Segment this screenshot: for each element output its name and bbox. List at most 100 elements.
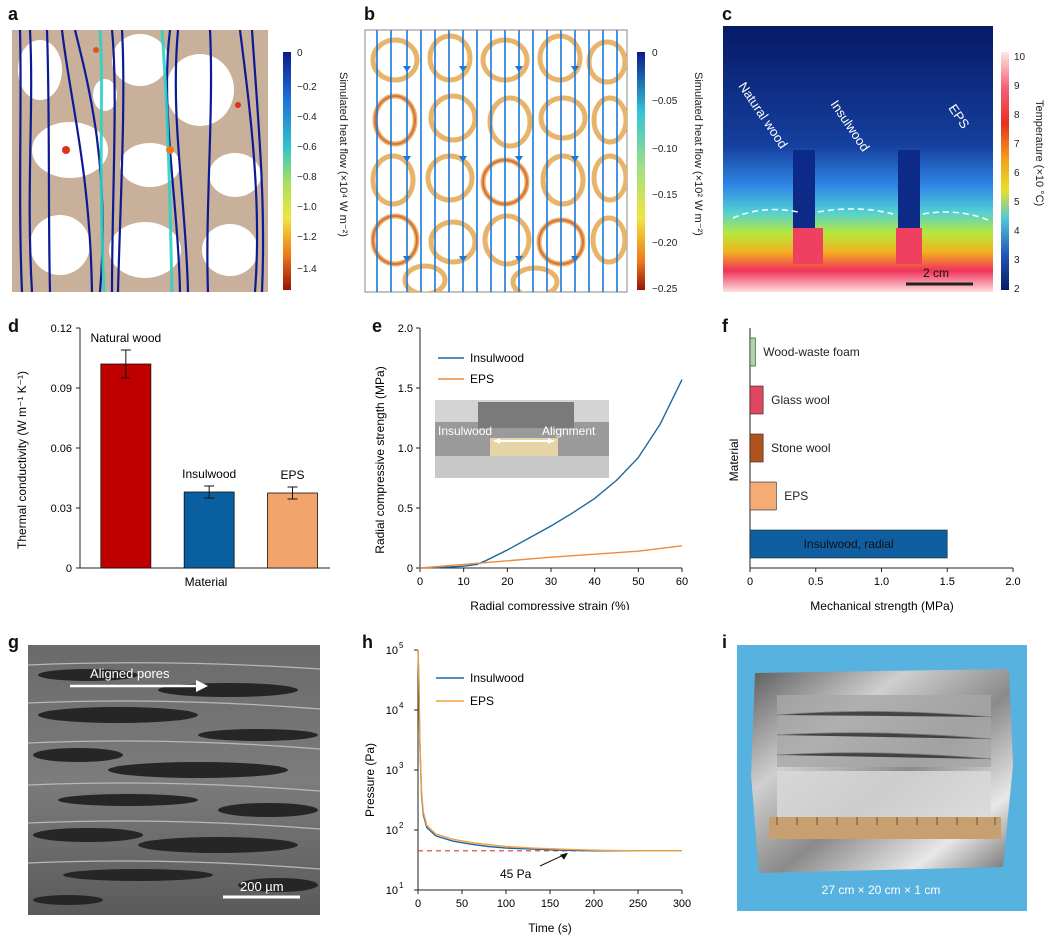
panel-a-red-spots [62, 47, 241, 154]
panel-a-colorbar [283, 52, 291, 290]
panel-d-bar-0 [100, 363, 152, 569]
svg-text:−0.05: −0.05 [652, 96, 678, 107]
panel-h-y-tick-label: 10 [386, 765, 398, 777]
panel-f-bar-4 [749, 529, 948, 559]
svg-text:−0.6: −0.6 [297, 142, 317, 153]
panel-f-horizontal-bar-chart: Material Mechanical strength (MPa) 0 0.5 1… [727, 328, 1021, 613]
panel-h-annotation-arrowhead [560, 852, 568, 860]
panel-f-bar-3 [749, 481, 777, 511]
panel-g-sem-image: Aligned pores 200 µm [28, 645, 320, 915]
panel-c-hot-right [896, 228, 922, 264]
panel-i-wrinkles [776, 711, 992, 760]
panel-e-inset-label-alignment: Alignment [542, 424, 596, 438]
panel-e-x-tick-label: 20 [501, 576, 513, 588]
panel-b-heat-flow-map: 0 −0.05 −0.10 −0.15 −0.20 −0.25 Simulate… [364, 29, 704, 295]
panel-e-legend-label: Insulwood [470, 351, 524, 365]
panel-e-x-tick-label: 40 [589, 576, 601, 588]
panel-a-colorbar-label: Simulated heat flow (×10⁴ W m⁻²) [337, 72, 349, 237]
panel-f-bar-2 [749, 433, 764, 463]
panel-label-e: e [372, 316, 383, 336]
panel-e-y-tick-label: 2.0 [398, 323, 413, 335]
panel-d-y-tick-label: 0.12 [51, 323, 72, 335]
panel-c-scale-label: 2 cm [923, 266, 949, 280]
panel-g-arrow-head [196, 680, 208, 692]
panel-f-bar-0 [749, 337, 756, 367]
panel-label-f: f [722, 316, 728, 336]
panel-h-legend-label: Insulwood [470, 671, 524, 685]
svg-text:0: 0 [652, 48, 658, 59]
svg-text:7: 7 [1014, 139, 1020, 150]
panel-label-i: i [722, 632, 728, 652]
panel-e-x-tick-label: 50 [632, 576, 644, 588]
panel-label-d: d [8, 316, 19, 336]
svg-text:9: 9 [1014, 81, 1020, 92]
panel-f-x-axis-label: Mechanical strength (MPa) [810, 599, 953, 613]
panel-d-y-axis-label: Thermal conductivity (W m⁻¹ K⁻¹) [15, 371, 29, 549]
panel-h-y-tick-label: 10 [386, 645, 398, 657]
panel-h-x-tick-label: 100 [497, 898, 515, 910]
svg-text:−1.4: −1.4 [297, 264, 317, 275]
panel-d-data-label: Insulwood [182, 467, 236, 481]
panel-h-y-tick-exponent: 1 [399, 881, 404, 890]
panel-b-colorbar-ticks: 0 −0.05 −0.10 −0.15 −0.20 −0.25 [652, 48, 678, 295]
panel-h-y-tick-label: 10 [386, 705, 398, 717]
panel-e-inset-photo: Insulwood Alignment [435, 400, 609, 478]
panel-g-scale-label: 200 µm [240, 879, 284, 894]
panel-h-x-tick-label: 50 [456, 898, 468, 910]
panel-b-colorbar-label: Simulated heat flow (×10² W m⁻²) [692, 72, 704, 236]
panel-g-cell-walls [28, 662, 320, 870]
panel-e-legend-label: EPS [470, 372, 494, 386]
panel-h-legend-label: EPS [470, 694, 494, 708]
panel-e-x-tick-label: 0 [417, 576, 423, 588]
panel-d-y-tick-label: 0.03 [51, 503, 72, 515]
panel-h-x-axis-label: Time (s) [528, 921, 572, 935]
panel-d-bar-chart: Thermal conductivity (W m⁻¹ K⁻¹) Materia… [15, 323, 330, 589]
panel-b-colorbar [637, 52, 645, 290]
panel-h-x-tick-label: 0 [415, 898, 421, 910]
panel-f-bar-label: Wood-waste foam [763, 345, 860, 359]
panel-h-y-tick-exponent: 5 [399, 641, 404, 650]
panel-e-x-tick-label: 60 [676, 576, 688, 588]
panel-f-bar-label: Stone wool [771, 441, 830, 455]
panel-i-ruler-ticks [776, 817, 996, 825]
svg-text:−0.15: −0.15 [652, 190, 678, 201]
panel-h-series-insulwood [417, 649, 682, 852]
panel-label-b: b [364, 4, 375, 24]
panel-a-pores [18, 34, 261, 278]
panel-label-a: a [8, 4, 19, 24]
panel-i-middle-board [777, 771, 991, 819]
panel-d-y-tick-label: 0 [66, 563, 72, 575]
panel-a-hotspots [98, 30, 174, 292]
panel-e-inset-label-insulwood: Insulwood [438, 424, 492, 438]
panel-h-y-tick-exponent: 4 [399, 701, 404, 710]
panel-i-ruler [769, 817, 1001, 839]
svg-text:−0.10: −0.10 [652, 144, 678, 155]
panel-g-annotation: Aligned pores [90, 666, 170, 681]
panel-h-x-tick-label: 150 [541, 898, 559, 910]
panel-h-y-tick-label: 10 [386, 885, 398, 897]
svg-text:10: 10 [1014, 52, 1026, 63]
panel-d-data-label: Natural wood [90, 331, 161, 345]
panel-c-dashed-boundary [732, 208, 989, 221]
panel-label-c: c [722, 4, 733, 24]
svg-text:−1.2: −1.2 [297, 232, 317, 243]
panel-b-arrowheads [403, 66, 579, 262]
svg-text:3: 3 [1014, 255, 1020, 266]
panel-f-x-tick-label: 1.5 [940, 576, 955, 588]
panel-h-y-tick-exponent: 2 [399, 821, 404, 830]
panel-c-colorbar-ticks: 10 9 8 7 6 5 4 3 2 [1014, 52, 1026, 295]
panel-h-y-axis-label: Pressure (Pa) [363, 743, 377, 817]
panel-h-annotation-arrow [539, 854, 565, 867]
svg-text:−0.4: −0.4 [297, 112, 317, 123]
panel-c-colorbar [1001, 52, 1009, 290]
svg-text:2: 2 [1014, 284, 1020, 295]
panel-e-x-tick-label: 30 [545, 576, 557, 588]
panel-g-pores [33, 669, 318, 905]
svg-text:0: 0 [297, 48, 303, 59]
panel-h-x-tick-label: 300 [673, 898, 691, 910]
svg-text:−1.0: −1.0 [297, 202, 317, 213]
panel-e-y-tick-label: 0.5 [398, 503, 413, 515]
svg-text:8: 8 [1014, 110, 1020, 121]
panel-h-x-tick-label: 250 [629, 898, 647, 910]
panel-c-colorbar-label: Temperature (×10 °C) [1033, 100, 1045, 206]
